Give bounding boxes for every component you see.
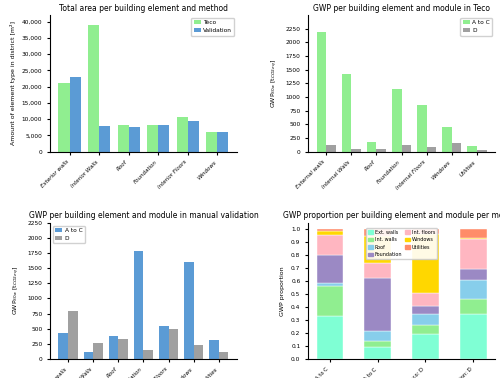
- Bar: [159, 326, 168, 359]
- Bar: [460, 314, 486, 359]
- Legend: A to C, D: A to C, D: [53, 226, 84, 243]
- Bar: [364, 331, 390, 341]
- Legend: Ext. walls, Int. walls, Roof, Foundation, Int. floors, Windows, Utilities: Ext. walls, Int. walls, Roof, Foundation…: [366, 228, 437, 259]
- Bar: [460, 299, 486, 314]
- Bar: [412, 229, 438, 234]
- Bar: [442, 127, 452, 152]
- Bar: [364, 277, 390, 331]
- Y-axis label: GWP proportion: GWP proportion: [280, 266, 285, 316]
- Bar: [118, 339, 128, 359]
- Bar: [364, 341, 390, 347]
- Bar: [412, 307, 438, 314]
- Bar: [218, 132, 228, 152]
- Bar: [109, 336, 118, 359]
- Bar: [326, 144, 336, 152]
- Bar: [376, 149, 386, 152]
- Title: GWP per building element and module in manual validation: GWP per building element and module in m…: [28, 211, 258, 220]
- Bar: [184, 262, 194, 359]
- Bar: [316, 283, 343, 286]
- Bar: [417, 105, 426, 152]
- Bar: [412, 334, 438, 359]
- Bar: [412, 293, 438, 307]
- Title: Total area per building element and method: Total area per building element and meth…: [59, 4, 228, 13]
- Bar: [147, 125, 158, 152]
- Bar: [144, 350, 153, 359]
- Bar: [316, 231, 343, 235]
- Bar: [70, 77, 81, 152]
- Bar: [68, 311, 78, 359]
- Bar: [134, 251, 143, 359]
- Bar: [412, 314, 438, 325]
- Bar: [412, 234, 438, 293]
- Bar: [188, 121, 199, 152]
- Bar: [460, 238, 486, 239]
- Bar: [364, 235, 390, 263]
- Title: GWP per building element and module in Teco: GWP per building element and module in T…: [313, 4, 490, 13]
- Bar: [93, 343, 103, 359]
- Bar: [402, 145, 411, 152]
- Bar: [392, 89, 402, 152]
- Bar: [477, 150, 486, 152]
- Legend: A to C, D: A to C, D: [460, 18, 492, 36]
- Bar: [412, 325, 438, 334]
- Y-axis label: GWP$_{S0a}$ [t$_{CO2eq}$]: GWP$_{S0a}$ [t$_{CO2eq}$]: [270, 59, 280, 108]
- Bar: [342, 74, 351, 152]
- Bar: [194, 345, 203, 359]
- Legend: Teco, Validation: Teco, Validation: [191, 18, 234, 36]
- Bar: [88, 25, 99, 152]
- Bar: [351, 149, 361, 152]
- Bar: [316, 255, 343, 283]
- Bar: [316, 229, 343, 231]
- Bar: [316, 286, 343, 316]
- Bar: [84, 352, 93, 359]
- Bar: [426, 147, 436, 152]
- Bar: [460, 229, 486, 238]
- Bar: [364, 347, 390, 359]
- Bar: [364, 263, 390, 277]
- Y-axis label: GWP$_{S0a}$ [t$_{CO2eq}$]: GWP$_{S0a}$ [t$_{CO2eq}$]: [12, 266, 22, 315]
- Bar: [468, 146, 477, 152]
- Title: GWP proportion per building element and module per method: GWP proportion per building element and …: [282, 211, 500, 220]
- Bar: [58, 84, 70, 152]
- Bar: [364, 229, 390, 235]
- Bar: [316, 31, 326, 152]
- Bar: [460, 280, 486, 299]
- Bar: [206, 132, 218, 152]
- Bar: [168, 329, 178, 359]
- Bar: [158, 125, 170, 152]
- Bar: [99, 125, 110, 152]
- Bar: [58, 333, 68, 359]
- Bar: [219, 352, 228, 359]
- Bar: [316, 235, 343, 255]
- Bar: [452, 143, 462, 152]
- Bar: [176, 116, 188, 152]
- Bar: [316, 316, 343, 359]
- Y-axis label: Amount of element type in district [m²]: Amount of element type in district [m²]: [10, 22, 16, 146]
- Bar: [128, 127, 140, 152]
- Bar: [210, 340, 219, 359]
- Bar: [118, 125, 128, 152]
- Bar: [460, 270, 486, 280]
- Bar: [460, 239, 486, 270]
- Bar: [367, 142, 376, 152]
